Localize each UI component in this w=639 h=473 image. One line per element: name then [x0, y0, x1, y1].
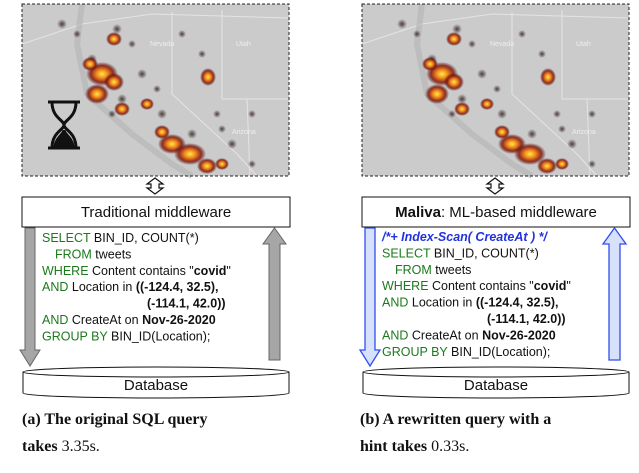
sql-line: AND CreateAt on Nov-26-2020	[42, 313, 216, 327]
sql-token: CreateAt on	[408, 328, 482, 342]
sql-token: BIN_ID, COUNT(*)	[90, 231, 198, 245]
sql-line: GROUP BY BIN_ID(Location);	[382, 345, 550, 359]
sql-token: Nov-26-2020	[142, 313, 216, 327]
database: Database	[362, 366, 630, 399]
up-arrow	[601, 226, 628, 361]
sql-token: (-114.1, 42.0))	[147, 297, 226, 311]
sql-token: BIN_ID(Location);	[448, 345, 551, 359]
map-label: Nevada	[490, 41, 514, 48]
map-b: Nevada Utah Arizona	[362, 4, 629, 176]
sql-line: WHERE Content contains "covid"	[42, 264, 231, 278]
sql-line: WHERE Content contains "covid"	[382, 279, 571, 293]
sql-line: SELECT BIN_ID, COUNT(*)	[42, 231, 199, 245]
caption-time: 0.33s	[431, 438, 465, 455]
sql-token: "	[566, 279, 570, 293]
caption-line: (b) A rewritten query with a	[360, 411, 551, 428]
middleware-box	[21, 196, 291, 228]
middleware-box	[361, 196, 631, 228]
caption-time: 3.35s	[62, 438, 96, 455]
middleware-name: Maliva	[395, 204, 442, 221]
middleware-label: Maliva: ML-based middleware	[395, 204, 597, 221]
caption-line: (a) The original SQL query	[22, 411, 208, 428]
sql-line: /*+ Index-Scan( CreateAt ) */	[381, 230, 549, 244]
map-label: Arizona	[232, 129, 256, 136]
sql-token: GROUP BY	[42, 329, 108, 343]
caption-text: hint takes	[360, 438, 427, 455]
sql-line: GROUP BY BIN_ID(Location);	[42, 329, 210, 343]
sql-token: covid	[534, 279, 567, 293]
database-label: Database	[124, 377, 188, 394]
sql-token: FROM	[395, 263, 432, 277]
sql-token: FROM	[55, 247, 92, 261]
double-arrow	[485, 177, 505, 195]
sql-line: (-114.1, 42.0))	[487, 312, 566, 326]
sql-line: AND Location in ((-124.4, 32.5),	[42, 280, 219, 294]
sql-token: WHERE	[382, 279, 429, 293]
hourglass	[48, 100, 80, 150]
sql-token: BIN_ID, COUNT(*)	[430, 246, 538, 260]
caption-line: takes 3.35s.	[22, 438, 100, 455]
sql-line: FROM tweets	[395, 263, 471, 277]
sql-token: tweets	[432, 263, 472, 277]
sql-token: ((-124.4, 32.5),	[476, 296, 559, 310]
sql-token: SELECT	[42, 231, 91, 245]
sql-token: WHERE	[42, 264, 89, 278]
sql-token: Content contains "	[429, 279, 534, 293]
sql-token: BIN_ID(Location);	[108, 329, 211, 343]
sql-line: (-114.1, 42.0))	[147, 297, 226, 311]
map-label: Utah	[576, 41, 591, 48]
sql-token: CreateAt on	[68, 313, 142, 327]
map-label: Utah	[236, 41, 251, 48]
sql-token: GROUP BY	[382, 345, 448, 359]
sql-token: Location in	[68, 280, 135, 294]
sql-token: tweets	[92, 247, 132, 261]
sql-token: Nov-26-2020	[482, 328, 556, 342]
map-a: Nevada Utah Arizona	[22, 4, 289, 176]
sql-line: SELECT BIN_ID, COUNT(*)	[382, 246, 539, 260]
sql-token: Location in	[408, 296, 475, 310]
double-arrow	[145, 177, 165, 195]
sql-line: FROM tweets	[55, 247, 131, 261]
sql-token: /*+ Index-Scan( CreateAt ) */	[381, 230, 549, 244]
database-label: Database	[464, 377, 528, 394]
caption-end: .	[465, 438, 469, 455]
sql-token: AND	[382, 328, 408, 342]
caption-end: .	[96, 438, 100, 455]
sql-token: AND	[42, 313, 68, 327]
middleware-desc: : ML-based middleware	[441, 204, 597, 221]
sql-token: AND	[42, 280, 68, 294]
middleware-label: Traditional middleware	[81, 204, 231, 221]
caption-text: takes	[22, 438, 58, 455]
sql-line: AND CreateAt on Nov-26-2020	[382, 328, 556, 342]
sql-token: Content contains "	[89, 264, 194, 278]
map-label: Arizona	[572, 129, 596, 136]
caption-line: hint takes 0.33s.	[360, 438, 469, 455]
down-arrow	[19, 227, 41, 367]
sql-token: "	[226, 264, 230, 278]
down-arrow	[358, 227, 382, 368]
sql-token: SELECT	[382, 246, 431, 260]
sql-token: covid	[194, 264, 227, 278]
sql-line: AND Location in ((-124.4, 32.5),	[382, 296, 559, 310]
sql-token: AND	[382, 296, 408, 310]
map-label: Nevada	[150, 41, 174, 48]
up-arrow	[262, 227, 287, 361]
sql-token: (-114.1, 42.0))	[487, 312, 566, 326]
database: Database	[22, 366, 290, 399]
sql-token: ((-124.4, 32.5),	[136, 280, 219, 294]
